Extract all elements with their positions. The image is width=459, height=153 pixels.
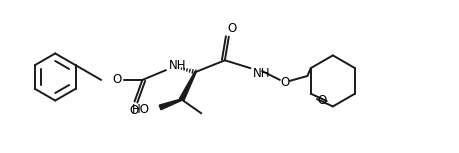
Text: O: O <box>112 73 122 86</box>
Text: HO: HO <box>132 103 150 116</box>
Polygon shape <box>179 72 196 101</box>
Text: O: O <box>317 94 326 106</box>
Text: NH: NH <box>169 59 186 72</box>
Text: O: O <box>129 104 138 117</box>
Polygon shape <box>159 99 182 110</box>
Text: NH: NH <box>253 67 271 80</box>
Text: O: O <box>280 76 289 89</box>
Text: O: O <box>227 22 236 35</box>
